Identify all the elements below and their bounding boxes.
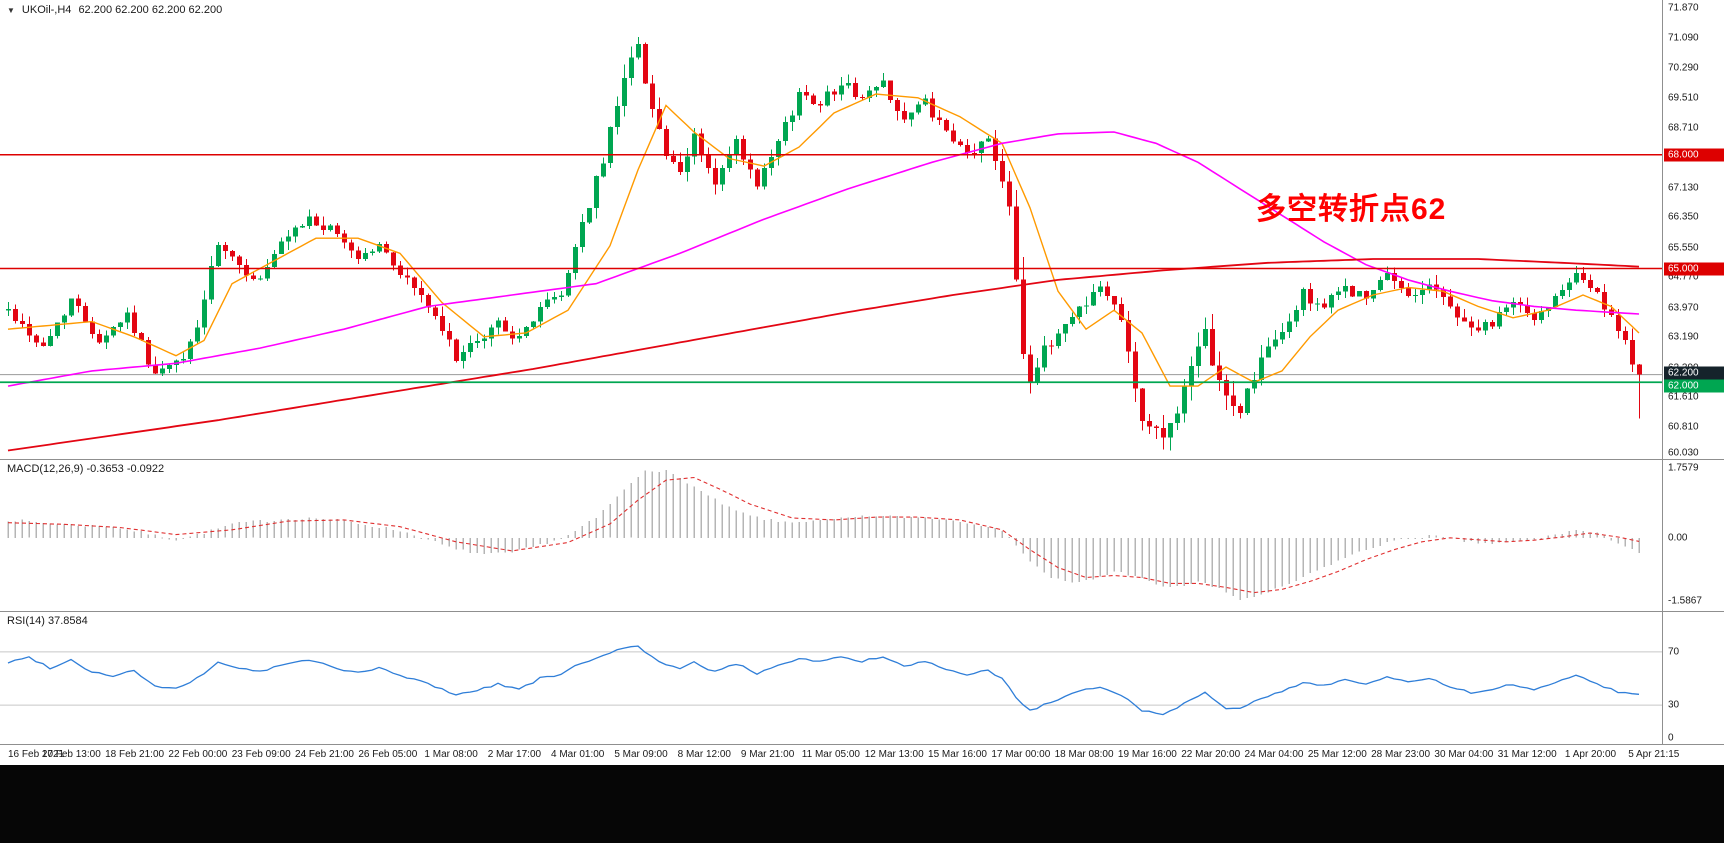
scale-tick: 63.190 xyxy=(1668,331,1699,343)
time-axis[interactable]: 16 Feb 2021 17 Feb 13:00 18 Feb 21:00 22 Fe… xyxy=(0,745,1724,765)
scale-tick: -1.5867 xyxy=(1668,595,1702,607)
price-tag-68.000: 68.000 xyxy=(1664,148,1724,162)
time-label: 17 Mar 00:00 xyxy=(991,749,1051,760)
time-label: 1 Mar 08:00 xyxy=(424,749,478,760)
time-label: 28 Mar 23:00 xyxy=(1371,749,1431,760)
scale-tick: 60.030 xyxy=(1668,447,1699,459)
time-label: 8 Mar 12:00 xyxy=(677,749,731,760)
bottom-bar xyxy=(0,765,1724,843)
ma-fast-line xyxy=(7,93,1640,387)
scale-tick: 30 xyxy=(1668,699,1680,711)
rsi-panel: 70 30 0 RSI(14) 37.8584 xyxy=(0,612,1724,745)
time-label: 22 Mar 20:00 xyxy=(1181,749,1241,760)
scale-tick: 60.810 xyxy=(1668,421,1699,433)
time-label: 23 Feb 09:00 xyxy=(231,749,291,760)
price-tag-62.000: 62.000 xyxy=(1664,379,1724,393)
scale-tick: 71.870 xyxy=(1668,2,1699,14)
time-label: 5 Apr 21:15 xyxy=(1628,749,1680,760)
scale-tick: 69.510 xyxy=(1668,92,1699,103)
main-price-scale[interactable]: 71.87071.09070.29069.51068.71067.93067.1… xyxy=(1662,0,1724,459)
time-label: 16 Feb 2021 xyxy=(8,749,65,760)
time-label: 4 Mar 01:00 xyxy=(551,749,605,760)
rsi-scale[interactable]: 70 30 0 xyxy=(1662,612,1724,744)
scale-tick: 70 xyxy=(1668,646,1680,658)
scale-tick: 66.350 xyxy=(1668,211,1699,223)
scale-tick: 71.090 xyxy=(1668,32,1699,43)
scale-tick: 0.00 xyxy=(1668,532,1688,544)
macd-label: MACD(12,26,9) -0.3653 -0.0922 xyxy=(7,463,165,475)
scale-tick: 63.970 xyxy=(1668,302,1699,314)
time-label: 24 Mar 04:00 xyxy=(1244,749,1304,760)
time-label: 17 Feb 13:00 xyxy=(41,749,101,760)
collapse-triangle-icon[interactable]: ▼ xyxy=(7,5,15,15)
rsi-level-lines xyxy=(0,651,1662,706)
price-chart-svg[interactable] xyxy=(0,0,1662,460)
scale-tick: 61.610 xyxy=(1668,391,1699,403)
macd-panel: 1.7579 0.00 -1.5867 MACD(12,26,9) -0.3653 … xyxy=(0,460,1724,612)
time-label: 2 Mar 17:00 xyxy=(487,749,542,760)
scale-tick: 0 xyxy=(1668,732,1674,744)
candles-layer xyxy=(6,37,1642,451)
time-label: 19 Mar 16:00 xyxy=(1117,749,1177,760)
scale-tick: 70.290 xyxy=(1668,62,1699,74)
time-label: 31 Mar 12:00 xyxy=(1497,749,1557,760)
rsi-label: RSI(14) 37.8584 xyxy=(7,615,88,627)
time-label: 18 Feb 21:00 xyxy=(105,749,165,760)
time-label: 15 Mar 16:00 xyxy=(928,749,987,760)
time-label: 18 Mar 08:00 xyxy=(1054,749,1114,760)
symbol-quotes: 62.200 62.200 62.200 62.200 xyxy=(78,4,223,16)
rsi-chart-svg[interactable] xyxy=(0,612,1662,745)
rsi-line xyxy=(7,645,1640,716)
scale-tick: 67.130 xyxy=(1668,182,1699,194)
symbol-name: UKOil-,H4 xyxy=(21,4,72,16)
scale-tick: 68.710 xyxy=(1668,122,1699,134)
time-label: 12 Mar 13:00 xyxy=(864,749,924,760)
ma-slow-line xyxy=(7,258,1640,452)
scale-tick: 1.7579 xyxy=(1668,462,1699,474)
macd-signal-line xyxy=(7,476,1640,594)
time-label: 25 Mar 12:00 xyxy=(1307,749,1367,760)
ma-mid-line xyxy=(7,131,1640,387)
time-label: 1 Apr 20:00 xyxy=(1564,749,1617,760)
time-label: 22 Feb 00:00 xyxy=(168,749,228,760)
time-label: 9 Mar 21:00 xyxy=(740,749,795,760)
price-panel: 71.87071.09070.29069.51068.71067.93067.1… xyxy=(0,0,1724,460)
scale-tick: 65.550 xyxy=(1668,242,1699,254)
time-label: 5 Mar 09:00 xyxy=(614,749,668,760)
scale-tick: 64.770 xyxy=(1668,271,1699,283)
bid-price-tag: 62.200 xyxy=(1664,366,1724,380)
symbol-info: ▼ UKOil-,H4 62.200 62.200 62.200 62.200 xyxy=(7,4,222,16)
price-tag-65.000: 65.000 xyxy=(1664,262,1724,275)
time-label: 26 Feb 05:00 xyxy=(358,749,418,760)
macd-scale[interactable]: 1.7579 0.00 -1.5867 xyxy=(1662,460,1724,611)
chart-annotation[interactable]: 多空转折点62 xyxy=(1256,193,1447,226)
macd-histogram xyxy=(7,469,1640,600)
time-label: 30 Mar 04:00 xyxy=(1434,749,1494,760)
time-label: 24 Feb 21:00 xyxy=(295,749,354,760)
time-label: 11 Mar 05:00 xyxy=(801,749,860,760)
macd-chart-svg[interactable] xyxy=(0,460,1662,612)
